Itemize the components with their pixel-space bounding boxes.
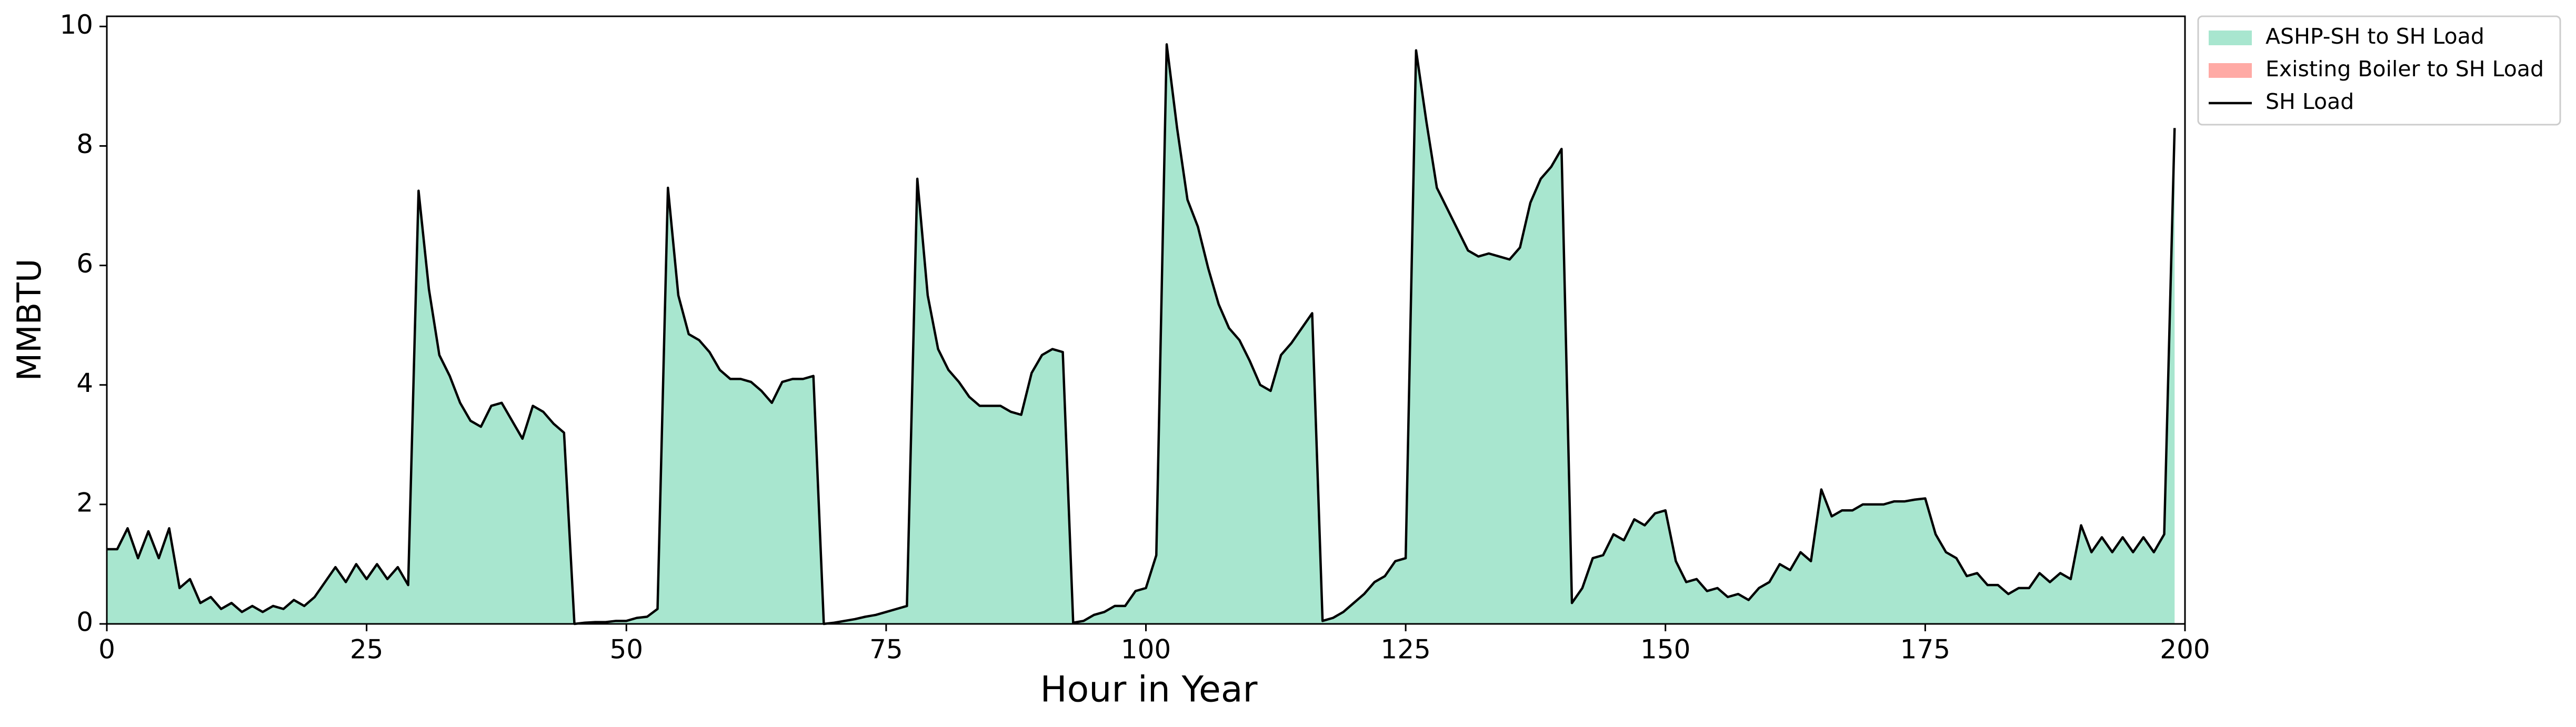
x-axis-label: Hour in Year — [1040, 669, 1258, 711]
x-tick-label: 100 — [1121, 634, 1171, 665]
x-tick-label: 75 — [869, 634, 903, 665]
y-tick-label: 6 — [76, 248, 93, 279]
legend-box — [2197, 15, 2561, 126]
legend-swatch — [2209, 31, 2252, 45]
legend-label: SH Load — [2266, 89, 2354, 114]
legend-swatch — [2209, 63, 2252, 78]
x-tick-label: 25 — [350, 634, 384, 665]
area — [107, 44, 2175, 624]
x-tick-label: 200 — [2160, 634, 2210, 665]
y-tick-label: 2 — [76, 487, 93, 518]
legend-label: Existing Boiler to SH Load — [2266, 56, 2544, 82]
x-tick-label: 125 — [1380, 634, 1430, 665]
legend-label: ASHP-SH to SH Load — [2266, 24, 2484, 49]
y-tick-label: 8 — [76, 129, 93, 159]
x-tick-label: 150 — [1640, 634, 1690, 665]
x-tick-label: 50 — [609, 634, 643, 665]
x-tick-label: 175 — [1900, 634, 1950, 665]
y-axis-label: MMBTU — [10, 259, 48, 381]
y-tick-label: 10 — [59, 9, 93, 40]
x-tick-label: 0 — [98, 634, 115, 665]
y-tick-label: 4 — [76, 368, 93, 398]
y-tick-label: 0 — [76, 607, 93, 638]
line — [107, 43, 2176, 625]
